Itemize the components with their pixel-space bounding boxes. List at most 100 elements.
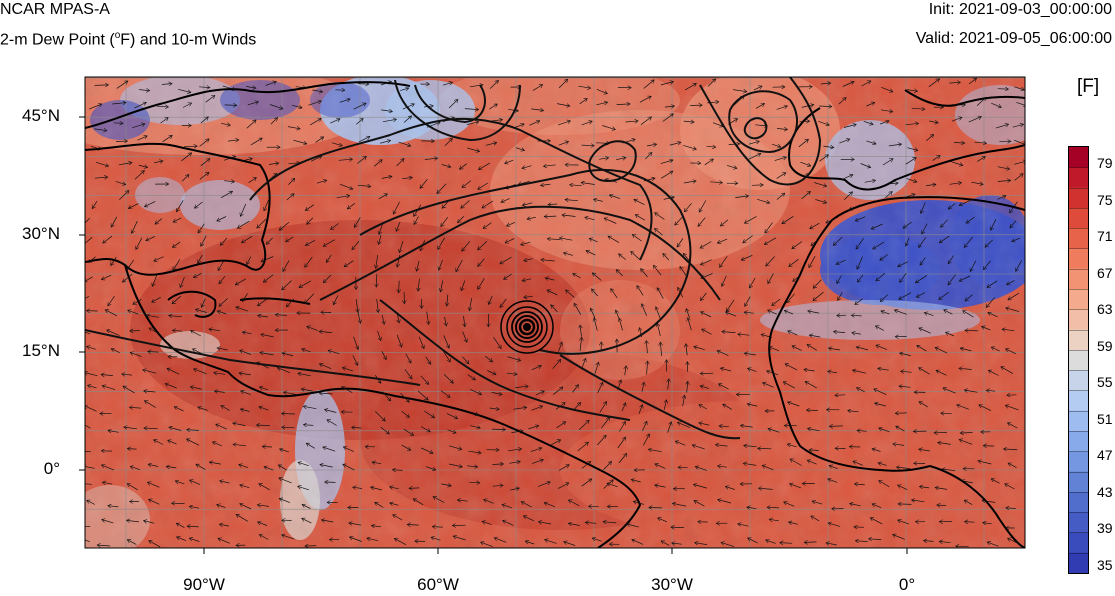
- wind-arrow: [259, 387, 269, 391]
- wind-arrow: [101, 465, 114, 471]
- wind-arrow: [240, 350, 252, 355]
- wind-arrow: [122, 374, 133, 375]
- wind-arrow: [767, 507, 780, 508]
- wind-arrow: [855, 298, 863, 305]
- wind-arrow: [683, 121, 694, 122]
- wind-arrow: [469, 298, 471, 311]
- wind-arrow: [589, 238, 598, 243]
- wind-arrow: [461, 280, 466, 291]
- wind-arrow: [85, 539, 90, 543]
- wind-arrow: [828, 523, 840, 527]
- wind-arrow: [793, 274, 802, 282]
- wind-arrow: [744, 216, 757, 223]
- wind-arrow: [603, 522, 617, 523]
- wind-arrow: [288, 178, 295, 186]
- wind-arrow: [660, 160, 673, 164]
- wind-arrow: [636, 286, 644, 296]
- wind-arrow: [882, 158, 893, 166]
- wind-arrow: [609, 195, 621, 199]
- wind-arrow: [663, 197, 675, 199]
- colorbar-divider: [1069, 268, 1088, 270]
- wind-arrow: [420, 178, 428, 188]
- wind-arrow: [376, 254, 378, 268]
- wind-arrow: [1010, 201, 1018, 213]
- wind-arrow: [222, 85, 236, 90]
- wind-arrow: [258, 522, 268, 526]
- wind-arrow: [964, 390, 978, 392]
- coastlines: [85, 81, 1025, 548]
- wind-arrow: [537, 482, 550, 487]
- wind-arrow: [305, 239, 316, 245]
- wind-arrow: [128, 310, 139, 315]
- wind-arrow: [491, 392, 503, 394]
- wind-arrow: [581, 358, 585, 370]
- wind-arrow: [347, 203, 356, 209]
- wind-arrow: [323, 447, 336, 452]
- wind-arrow: [744, 312, 754, 313]
- wind-arrow: [876, 345, 888, 350]
- wind-arrow: [765, 222, 773, 234]
- wind-arrow: [885, 192, 892, 198]
- wind-arrow: [259, 407, 269, 411]
- wind-arrow: [175, 481, 185, 485]
- wind-arrow: [677, 422, 691, 428]
- wind-arrow: [639, 96, 651, 103]
- wind-arrow: [653, 265, 662, 276]
- wind-arrow: [396, 222, 401, 231]
- wind-arrow: [168, 440, 177, 445]
- wind-arrow: [469, 482, 480, 483]
- wind-arrow: [550, 440, 560, 446]
- wind-arrow: [757, 198, 770, 203]
- wind-arrow: [155, 218, 163, 225]
- wind-arrow: [305, 204, 315, 211]
- wind-arrow: [1007, 280, 1015, 284]
- wind-arrow: [748, 153, 761, 160]
- wind-arrow: [316, 180, 327, 184]
- wind-arrow: [482, 200, 493, 209]
- wind-arrow: [823, 146, 834, 148]
- wind-arrow: [507, 221, 516, 226]
- map-frame: [84, 76, 1026, 549]
- wind-arrow: [545, 278, 555, 280]
- wind-arrow: [308, 101, 321, 106]
- wind-arrow: [284, 392, 296, 394]
- wind-arrow: [217, 348, 228, 350]
- wind-arrow: [828, 479, 838, 483]
- wind-arrow: [427, 311, 429, 325]
- wind-arrow: [487, 370, 496, 375]
- wind-arrow: [405, 353, 411, 363]
- wind-arrow: [928, 79, 940, 88]
- wind-arrow: [798, 139, 809, 148]
- wind-arrow: [581, 461, 591, 469]
- wind-arrow: [468, 451, 482, 453]
- wind-arrow: [828, 371, 838, 373]
- wind-arrow: [991, 219, 997, 230]
- wind-arrow: [776, 106, 788, 110]
- wind-arrow: [500, 256, 512, 264]
- wind-arrow: [218, 538, 230, 544]
- wind-arrow: [548, 204, 558, 205]
- wind-arrow: [263, 274, 274, 283]
- wind-arrow: [242, 293, 248, 301]
- wind-arrow: [671, 527, 685, 528]
- wind-arrow: [820, 83, 831, 84]
- wind-arrow: [403, 428, 414, 436]
- wind-arrow: [725, 486, 735, 490]
- wind-arrow: [199, 172, 209, 180]
- colorbar-divider: [1069, 187, 1088, 189]
- wind-arrow: [137, 136, 148, 141]
- wind-arrow: [326, 254, 332, 263]
- wind-arrow: [1004, 449, 1018, 450]
- wind-arrow: [768, 429, 780, 433]
- wind-arrow: [965, 330, 978, 331]
- wind-arrow: [943, 388, 956, 394]
- wind-arrow: [124, 427, 138, 429]
- wind-arrow: [220, 481, 230, 483]
- wind-arrow: [748, 538, 758, 544]
- wind-arrow: [382, 119, 397, 123]
- wind-arrow: [564, 542, 576, 546]
- wind-arrow: [307, 326, 318, 331]
- wind-arrow: [964, 236, 973, 248]
- wind-arrow: [1016, 260, 1022, 271]
- wind-arrow: [466, 410, 479, 415]
